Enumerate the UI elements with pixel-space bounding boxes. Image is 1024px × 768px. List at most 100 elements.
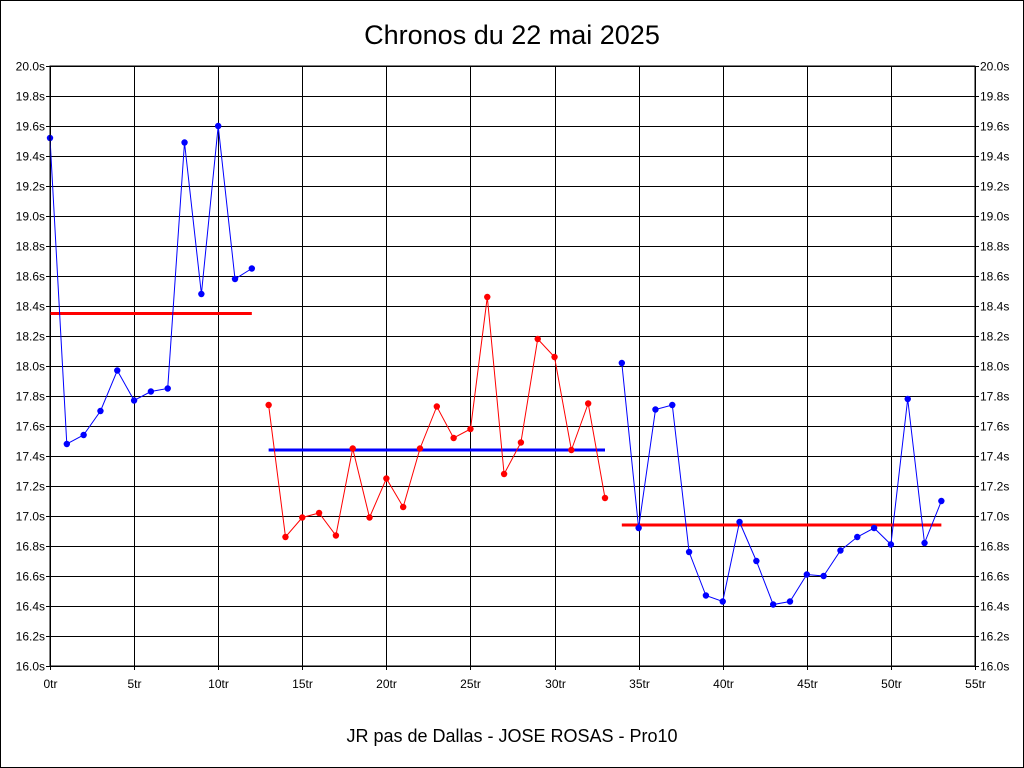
y-tick-label-right: 19.4s [980,150,1009,164]
y-tick-label-right: 19.8s [980,90,1009,104]
lap-point [803,571,811,578]
x-tick-label: 35tr [629,677,650,691]
y-tick-label-left: 19.4s [16,150,45,164]
y-tick-label-left: 16.6s [16,570,45,584]
lap-point [669,401,676,409]
lap-point [837,547,844,554]
lap-series-1 [46,122,256,448]
plot-area-border [49,65,976,667]
lap-series-2 [265,293,609,541]
y-tick-labels-left: 16.0s 16.2s 16.4s 16.6s 16.8s 17.0s 17.2s 17.4s… [16,60,45,674]
y-tick-label-left: 17.0s [16,510,45,524]
lap-point [399,503,407,511]
y-tick-label-right: 17.4s [980,450,1009,464]
lap-point [332,532,340,539]
lap-point [551,353,558,361]
lap-point [517,439,525,446]
x-tick-label: 40tr [713,677,734,691]
y-tick-label-left: 19.8s [16,90,45,104]
y-tick-label-left: 17.8s [16,390,45,404]
y-tick-label-right: 17.8s [980,390,1009,404]
series-line [268,296,606,539]
x-tick-label: 45tr [797,677,818,691]
lap-point [164,385,171,392]
x-tick-label: 25tr [460,677,481,691]
lap-series [46,122,945,608]
y-tick-label-left: 16.2s [16,630,45,644]
lap-point [181,139,188,146]
average-lines [50,312,942,527]
y-tick-label-right: 16.2s [980,630,1009,644]
lap-point [383,475,390,482]
y-tick-label-left: 16.8s [16,540,45,554]
y-tick-label-right: 16.8s [980,540,1009,554]
lap-point [500,470,508,478]
lap-point [484,293,491,301]
lap-point [938,497,945,505]
lap-point [450,434,457,442]
lap-point [904,395,911,403]
x-tick-label: 5tr [127,677,141,691]
y-tick-labels-right: 16.0s 16.2s 16.4s 16.6s 16.8s 17.0s 17.2s 17.4s… [980,60,1009,674]
y-tick-label-right: 18.6s [980,270,1009,284]
y-tick-label-left: 19.6s [16,120,45,134]
y-tick-label-right: 18.4s [980,300,1009,314]
lap-point [870,524,878,532]
lap-point [248,265,256,272]
y-tick-label-right: 17.0s [980,510,1009,524]
lap-point [635,524,642,532]
y-tick-label-right: 16.0s [980,660,1009,674]
lap-point [921,539,928,547]
lap-point [349,445,356,452]
y-tick-label-left: 17.2s [16,480,45,494]
lap-point [685,548,693,556]
y-tick-label-left: 18.0s [16,360,45,374]
lap-point [282,533,289,541]
lap-point [147,388,155,395]
y-tick-label-right: 19.6s [980,120,1009,134]
lap-point [820,572,827,580]
x-tick-label: 20tr [376,677,397,691]
lap-point [467,425,474,433]
lap-point [854,533,861,541]
lap-point [753,557,760,565]
y-tick-label-left: 16.4s [16,600,45,614]
y-tick-label-left: 17.4s [16,450,45,464]
y-tick-label-left: 19.2s [16,180,45,194]
lap-point [769,601,777,608]
x-tick-label: 15tr [292,677,313,691]
lap-point [97,407,104,415]
lap-point [198,290,205,298]
x-tick-labels: 0tr 5tr 10tr 15tr 20tr 25tr 30tr 35tr 40tr 45tr 50… [43,677,985,691]
y-tick-label-left: 18.2s [16,330,45,344]
y-tick-label-left: 17.6s [16,420,45,434]
lap-point [736,518,743,526]
lap-point [315,509,323,517]
lap-point [265,401,272,409]
lap-point [719,598,726,605]
y-tick-label-left: 18.4s [16,300,45,314]
y-tick-label-right: 19.2s [980,180,1009,194]
y-tick-label-left: 19.0s [16,210,45,224]
lap-series-3 [618,359,945,608]
lap-point [63,440,71,448]
lap-point [652,406,659,413]
lap-point [214,122,222,130]
lap-point [231,275,239,283]
lap-point [786,598,794,605]
lap-point [299,514,306,521]
y-tick-label-right: 17.6s [980,420,1009,434]
y-tick-label-left: 16.0s [16,660,45,674]
lap-point [534,335,541,343]
lap-point [568,446,575,454]
y-tick-label-right: 16.4s [980,600,1009,614]
y-tick-label-left: 18.8s [16,240,45,254]
x-tick-label: 30tr [545,677,566,691]
chart-title: Chronos du 22 mai 2025 [364,20,660,50]
x-tick-label: 55tr [965,677,986,691]
lap-point [130,397,138,404]
y-tick-label-left: 20.0s [16,60,45,74]
lap-point [702,592,710,599]
